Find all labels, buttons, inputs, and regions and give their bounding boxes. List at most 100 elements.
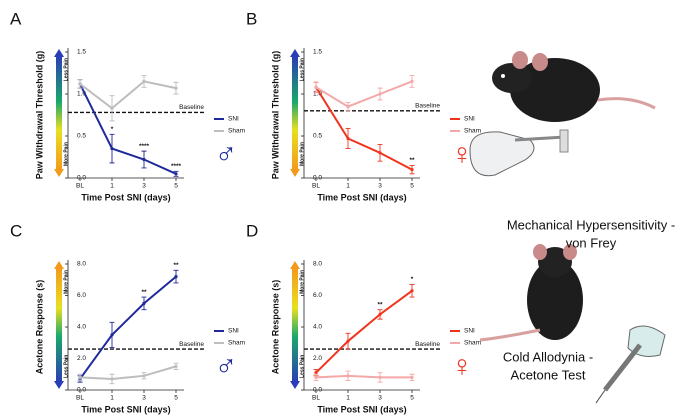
illustration-caption: Acetone Test (511, 367, 586, 382)
pain-label: Less Pain (63, 58, 69, 81)
sex-symbol: ♂ (215, 138, 238, 171)
pain-arrowhead (54, 381, 64, 389)
baseline-label: Baseline (179, 104, 204, 111)
legend-label: Sham (228, 340, 245, 347)
y-tick-label: 6.0 (77, 292, 86, 299)
y-tick-label: 0.5 (77, 133, 86, 140)
data-point (378, 92, 382, 96)
data-point (174, 86, 178, 90)
y-tick-label: 1.0 (77, 91, 86, 98)
pain-arrowhead (290, 49, 300, 57)
data-point (314, 85, 318, 89)
data-point (142, 79, 146, 83)
baseline-label: Baseline (415, 103, 440, 110)
y-tick-label: 0.0 (77, 387, 86, 394)
sex-symbol: ♂ (215, 350, 238, 383)
data-point (110, 377, 114, 381)
pain-gradient (56, 268, 62, 382)
significance-label: ** (141, 289, 147, 296)
y-tick-label: 1.5 (77, 49, 86, 56)
significance-label: ** (377, 301, 383, 308)
legend-label: SNI (464, 116, 475, 123)
panel-letter: A (10, 9, 22, 28)
data-point (346, 136, 350, 141)
series-line (315, 86, 413, 171)
y-tick-label: 4.0 (77, 324, 86, 331)
pain-label: More Pain (299, 142, 305, 166)
series-line (79, 365, 177, 380)
legend-label: SNI (464, 328, 475, 335)
data-point (174, 275, 178, 279)
x-tick-label: 1 (110, 183, 114, 190)
baseline-label: Baseline (415, 341, 440, 348)
y-tick-label: 6.0 (313, 292, 322, 299)
illustration-caption: Mechanical Hypersensitivity - (507, 217, 675, 232)
x-tick-label: 5 (410, 395, 414, 402)
data-point (346, 339, 350, 343)
data-point (142, 374, 146, 378)
x-axis-label: Time Post SNI (days) (81, 192, 170, 202)
y-tick-label: 0.0 (313, 175, 322, 182)
pain-arrowhead (290, 381, 300, 389)
data-point (174, 364, 178, 368)
data-point (142, 301, 146, 305)
y-tick-label: 0.0 (77, 175, 86, 182)
y-axis-label: Paw Withdrawal Threshold (g) (34, 51, 44, 179)
y-tick-label: 1.5 (313, 49, 322, 56)
data-point (410, 168, 414, 172)
data-point (378, 312, 382, 316)
y-tick-label: 1.0 (313, 91, 322, 98)
y-tick-label: 0.0 (313, 387, 322, 394)
panel-letter: C (10, 221, 22, 240)
x-tick-label: 5 (174, 183, 178, 190)
significance-label: ** (409, 157, 415, 164)
data-point (110, 333, 114, 337)
sex-symbol: ♀ (451, 138, 474, 171)
x-axis-label: Time Post SNI (days) (81, 404, 170, 414)
x-tick-label: 3 (378, 395, 382, 402)
pain-gradient (292, 268, 298, 382)
pain-gradient (292, 56, 298, 170)
x-tick-label: 5 (410, 183, 414, 190)
data-point (378, 151, 382, 155)
series-line (79, 83, 177, 175)
data-point (410, 375, 414, 379)
data-point (174, 172, 178, 176)
x-axis-label: Time Post SNI (days) (317, 404, 406, 414)
series-line (79, 80, 177, 110)
pain-arrowhead (54, 49, 64, 57)
data-point (378, 375, 382, 379)
significance-label: * (111, 126, 114, 133)
data-point (78, 82, 82, 86)
panel-letter: D (246, 221, 258, 240)
data-point (314, 371, 318, 375)
x-tick-label: 1 (346, 183, 350, 190)
panel-letter: B (246, 9, 257, 28)
data-point (110, 147, 114, 151)
y-tick-label: 0.5 (313, 133, 322, 140)
significance-label: **** (139, 143, 150, 150)
x-tick-label: BL (312, 183, 320, 190)
y-tick-label: 2.0 (77, 355, 86, 362)
legend-label: Sham (464, 340, 481, 347)
x-tick-label: BL (76, 183, 84, 190)
legend-label: Sham (464, 128, 481, 135)
baseline-label: Baseline (179, 341, 204, 348)
legend-label: SNI (228, 116, 239, 123)
hand-illustration (469, 129, 569, 177)
data-point (78, 375, 82, 379)
pain-label: Less Pain (299, 58, 305, 81)
data-point (314, 375, 318, 379)
significance-label: * (411, 276, 414, 283)
pain-gradient (56, 56, 62, 170)
mouse-illustration (479, 244, 583, 342)
illustration-caption: von Frey (566, 235, 617, 250)
significance-label: **** (171, 163, 182, 170)
y-axis-label: Acetone Response (s) (34, 280, 44, 375)
sex-symbol: ♀ (451, 350, 474, 383)
series-line (315, 289, 413, 374)
data-point (142, 157, 146, 162)
syringe-illustration (595, 325, 666, 404)
data-point (346, 105, 350, 109)
